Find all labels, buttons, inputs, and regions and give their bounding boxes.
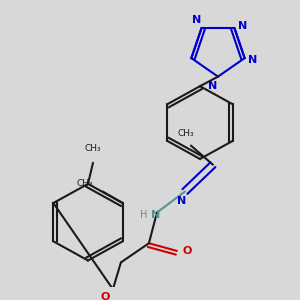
Text: H: H: [140, 209, 147, 220]
Text: N: N: [238, 21, 247, 31]
Text: O: O: [100, 292, 110, 300]
Text: N: N: [192, 15, 201, 26]
Text: CH₃: CH₃: [85, 144, 101, 153]
Text: N: N: [151, 209, 160, 220]
Text: N: N: [177, 196, 187, 206]
Text: CH₃: CH₃: [76, 179, 93, 188]
Text: N: N: [248, 55, 257, 65]
Text: CH₃: CH₃: [178, 129, 194, 138]
Text: N: N: [208, 81, 217, 91]
Text: O: O: [182, 246, 192, 256]
